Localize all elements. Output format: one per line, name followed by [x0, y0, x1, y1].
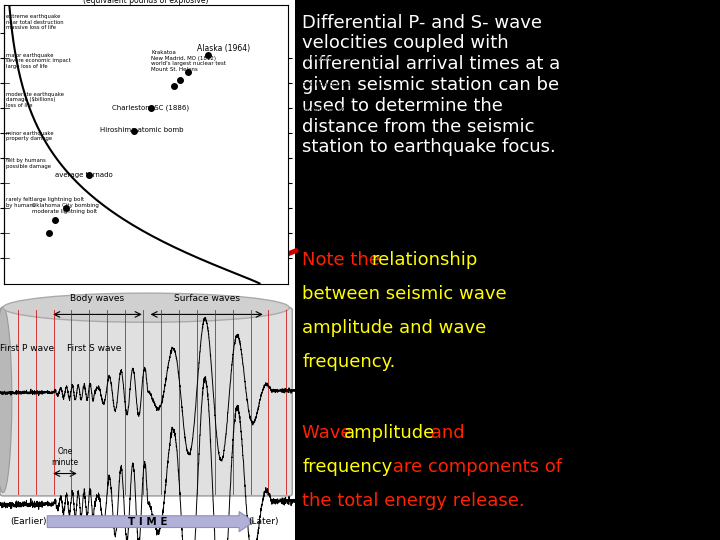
- Text: average tornado: average tornado: [55, 172, 112, 178]
- Text: (Later): (Later): [248, 517, 279, 526]
- Text: First P wave: First P wave: [0, 343, 53, 353]
- Text: between seismic wave: between seismic wave: [302, 285, 507, 303]
- Text: moderate earthquake
damage ($billions)
loss of life: moderate earthquake damage ($billions) l…: [6, 92, 65, 108]
- Text: T I M E: T I M E: [128, 517, 167, 526]
- Text: First S wave: First S wave: [67, 343, 122, 353]
- Ellipse shape: [0, 307, 12, 492]
- Text: extreme earthquake
near total destruction
massive loss of life: extreme earthquake near total destructio…: [6, 14, 64, 30]
- Text: frequency.: frequency.: [302, 353, 396, 371]
- Text: Charleston, SC (1886): Charleston, SC (1886): [112, 105, 189, 111]
- Text: minor earthquake
property damage: minor earthquake property damage: [6, 131, 54, 141]
- Text: Alaska (1964): Alaska (1964): [197, 44, 250, 53]
- Text: One
minute: One minute: [51, 448, 78, 467]
- Text: Body waves: Body waves: [71, 294, 125, 303]
- Text: felt by humans
possible damage: felt by humans possible damage: [6, 158, 51, 169]
- Ellipse shape: [3, 293, 289, 322]
- Text: large lightning bolt
Oklahoma City bombing
moderate lightning bolt: large lightning bolt Oklahoma City bombi…: [32, 198, 99, 214]
- FancyBboxPatch shape: [0, 0, 295, 540]
- Text: are components of: are components of: [387, 458, 562, 476]
- Text: Wave: Wave: [302, 424, 358, 442]
- Text: Krakatoa
New Madrid, MO (1812)
world's largest nuclear test
Mount St. Helens: Krakatoa New Madrid, MO (1812) world's l…: [151, 50, 226, 72]
- Text: Hiroshima atomic bomb: Hiroshima atomic bomb: [100, 127, 184, 133]
- Text: major earthquake
severe economic impact
large loss of life: major earthquake severe economic impact …: [6, 53, 71, 69]
- Text: Differential P- and S- wave
velocities coupled with
differential arrival times a: Differential P- and S- wave velocities c…: [302, 14, 561, 156]
- Text: (Earlier): (Earlier): [11, 517, 48, 526]
- Text: relationship: relationship: [372, 251, 478, 269]
- Text: the total energy release.: the total energy release.: [302, 492, 525, 510]
- Text: Note the: Note the: [302, 251, 386, 269]
- Text: amplitude and wave: amplitude and wave: [302, 319, 487, 337]
- Text: amplitude: amplitude: [343, 424, 435, 442]
- Text: rarely felt
by humans: rarely felt by humans: [6, 197, 36, 208]
- Text: frequency: frequency: [302, 458, 392, 476]
- FancyArrow shape: [48, 511, 254, 532]
- Title: Energy Re ease
(equivalent pounds of explosive): Energy Re ease (equivalent pounds of exp…: [83, 0, 209, 5]
- Text: and: and: [425, 424, 464, 442]
- FancyBboxPatch shape: [0, 308, 292, 496]
- Text: Surface waves: Surface waves: [174, 294, 240, 303]
